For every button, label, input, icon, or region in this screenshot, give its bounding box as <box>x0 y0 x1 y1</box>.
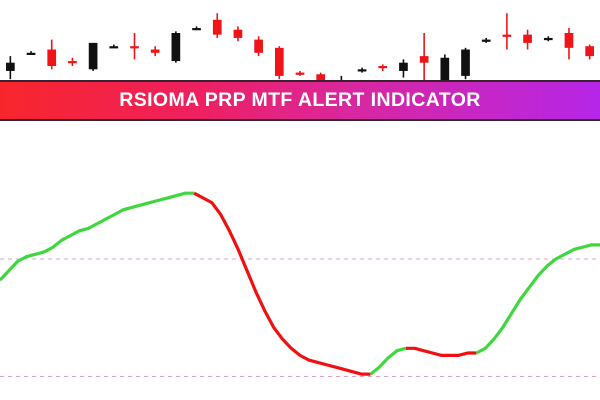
candle <box>461 49 470 76</box>
candle <box>543 37 553 41</box>
candle <box>68 61 77 64</box>
candle <box>212 19 222 35</box>
indicator-line-segment <box>0 191 195 282</box>
candle <box>523 34 532 43</box>
indicator-line-segment <box>369 346 407 376</box>
candle <box>26 52 36 55</box>
candle <box>109 46 119 49</box>
candle <box>88 42 98 70</box>
banner-title-text: RSIOMA PRP MTF ALERT INDICATOR <box>119 88 481 111</box>
candle <box>192 28 201 31</box>
candle <box>150 49 160 53</box>
candle <box>440 57 450 99</box>
candle <box>171 33 181 62</box>
candle <box>6 62 15 71</box>
candle <box>585 46 594 57</box>
oscillator-chart-pane <box>0 165 600 400</box>
candle <box>130 46 139 49</box>
rsioma-line-chart <box>0 191 600 378</box>
candle <box>295 72 305 75</box>
candle <box>419 56 429 63</box>
candle <box>564 33 574 48</box>
candle <box>274 47 284 76</box>
candle <box>502 34 512 37</box>
indicator-line-segment <box>405 346 477 357</box>
candle <box>254 39 263 53</box>
candle <box>233 29 243 38</box>
candle <box>481 39 491 42</box>
indicator-line-segment <box>193 191 371 376</box>
indicator-line-segment <box>475 243 600 355</box>
candle <box>357 69 367 72</box>
candle <box>378 66 388 69</box>
candle <box>47 49 57 66</box>
candle <box>399 62 408 71</box>
indicator-title-banner: RSIOMA PRP MTF ALERT INDICATOR <box>0 80 600 121</box>
